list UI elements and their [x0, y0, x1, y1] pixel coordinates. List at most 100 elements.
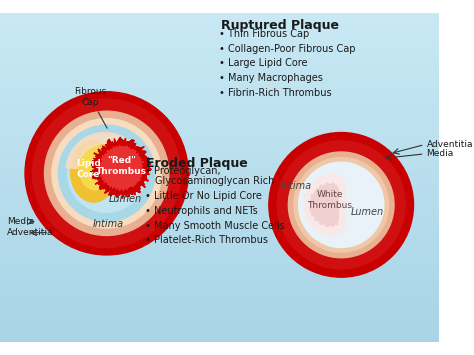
Bar — [0, 143, 439, 144]
Bar — [0, 295, 439, 296]
Bar — [0, 22, 439, 23]
Bar — [0, 41, 439, 42]
Bar — [0, 133, 439, 135]
Bar — [0, 264, 439, 265]
Polygon shape — [91, 137, 151, 199]
Bar — [0, 194, 439, 195]
Bar — [0, 128, 439, 129]
Bar — [0, 32, 439, 33]
Bar — [0, 331, 439, 332]
Bar — [0, 91, 439, 92]
Bar — [0, 161, 439, 162]
Text: "Red"
Thrombus: "Red" Thrombus — [96, 156, 147, 176]
Bar — [0, 272, 439, 273]
Bar — [0, 185, 439, 186]
Bar — [0, 125, 439, 126]
Bar — [0, 177, 439, 178]
Bar — [0, 290, 439, 291]
Bar — [0, 103, 439, 104]
Bar — [0, 287, 439, 288]
Bar — [0, 56, 439, 58]
Bar — [0, 176, 439, 177]
Bar — [0, 224, 439, 225]
Circle shape — [269, 132, 413, 277]
Bar — [0, 218, 439, 219]
Bar — [0, 236, 439, 237]
Bar — [0, 200, 439, 201]
Bar — [0, 223, 439, 224]
Bar — [0, 208, 439, 209]
Bar — [0, 100, 439, 101]
Bar — [0, 278, 439, 279]
Bar — [0, 294, 439, 295]
Bar — [0, 191, 439, 192]
Bar — [0, 269, 439, 270]
Bar — [0, 243, 439, 244]
Bar — [0, 247, 439, 248]
Bar — [0, 166, 439, 167]
Bar — [0, 42, 439, 43]
Bar — [0, 13, 439, 14]
Bar — [0, 260, 439, 261]
Bar — [0, 186, 439, 187]
Bar — [0, 235, 439, 236]
Bar — [0, 190, 439, 191]
Bar — [0, 87, 439, 88]
Text: • Large Lipid Core: • Large Lipid Core — [219, 58, 307, 69]
Circle shape — [294, 158, 389, 252]
Bar — [0, 320, 439, 321]
Bar — [0, 158, 439, 159]
Bar — [0, 198, 439, 199]
Bar — [0, 240, 439, 241]
Bar — [0, 286, 439, 287]
Bar — [0, 338, 439, 339]
Text: Intima: Intima — [281, 181, 312, 191]
Bar — [0, 66, 439, 67]
Bar — [0, 332, 439, 333]
Bar — [0, 75, 439, 76]
Bar — [0, 144, 439, 146]
Bar — [0, 252, 439, 253]
Bar — [0, 77, 439, 78]
Bar — [0, 257, 439, 258]
Bar — [0, 108, 439, 109]
Bar — [0, 136, 439, 137]
Polygon shape — [309, 183, 339, 227]
Bar — [0, 62, 439, 63]
Circle shape — [299, 162, 384, 247]
Bar — [0, 156, 439, 157]
Bar — [0, 132, 439, 133]
Text: Media: Media — [427, 149, 454, 158]
Bar — [0, 205, 439, 206]
Bar — [0, 111, 439, 112]
Bar — [0, 192, 439, 193]
Bar — [0, 109, 439, 110]
Bar — [0, 232, 439, 233]
Bar — [0, 154, 439, 155]
Bar — [0, 94, 439, 95]
Bar — [0, 157, 439, 158]
Bar — [0, 312, 439, 313]
Bar — [0, 299, 439, 300]
Bar — [0, 81, 439, 82]
Bar — [0, 47, 439, 48]
Bar — [0, 147, 439, 148]
Bar — [0, 206, 439, 207]
Bar — [0, 282, 439, 283]
Bar — [0, 130, 439, 131]
Bar — [0, 204, 439, 205]
Bar — [0, 46, 439, 47]
Bar — [0, 44, 439, 45]
Bar — [0, 82, 439, 83]
Bar — [0, 112, 439, 113]
Bar — [0, 304, 439, 305]
Circle shape — [25, 92, 188, 255]
Bar — [0, 80, 439, 81]
Text: • Many Smooth Muscle Cells: • Many Smooth Muscle Cells — [145, 220, 284, 231]
Bar — [0, 214, 439, 215]
Bar — [0, 321, 439, 322]
Bar — [0, 226, 439, 227]
Text: • Collagen-Poor Fibrous Cap: • Collagen-Poor Fibrous Cap — [219, 44, 356, 54]
Bar — [0, 33, 439, 34]
Bar — [0, 197, 439, 198]
